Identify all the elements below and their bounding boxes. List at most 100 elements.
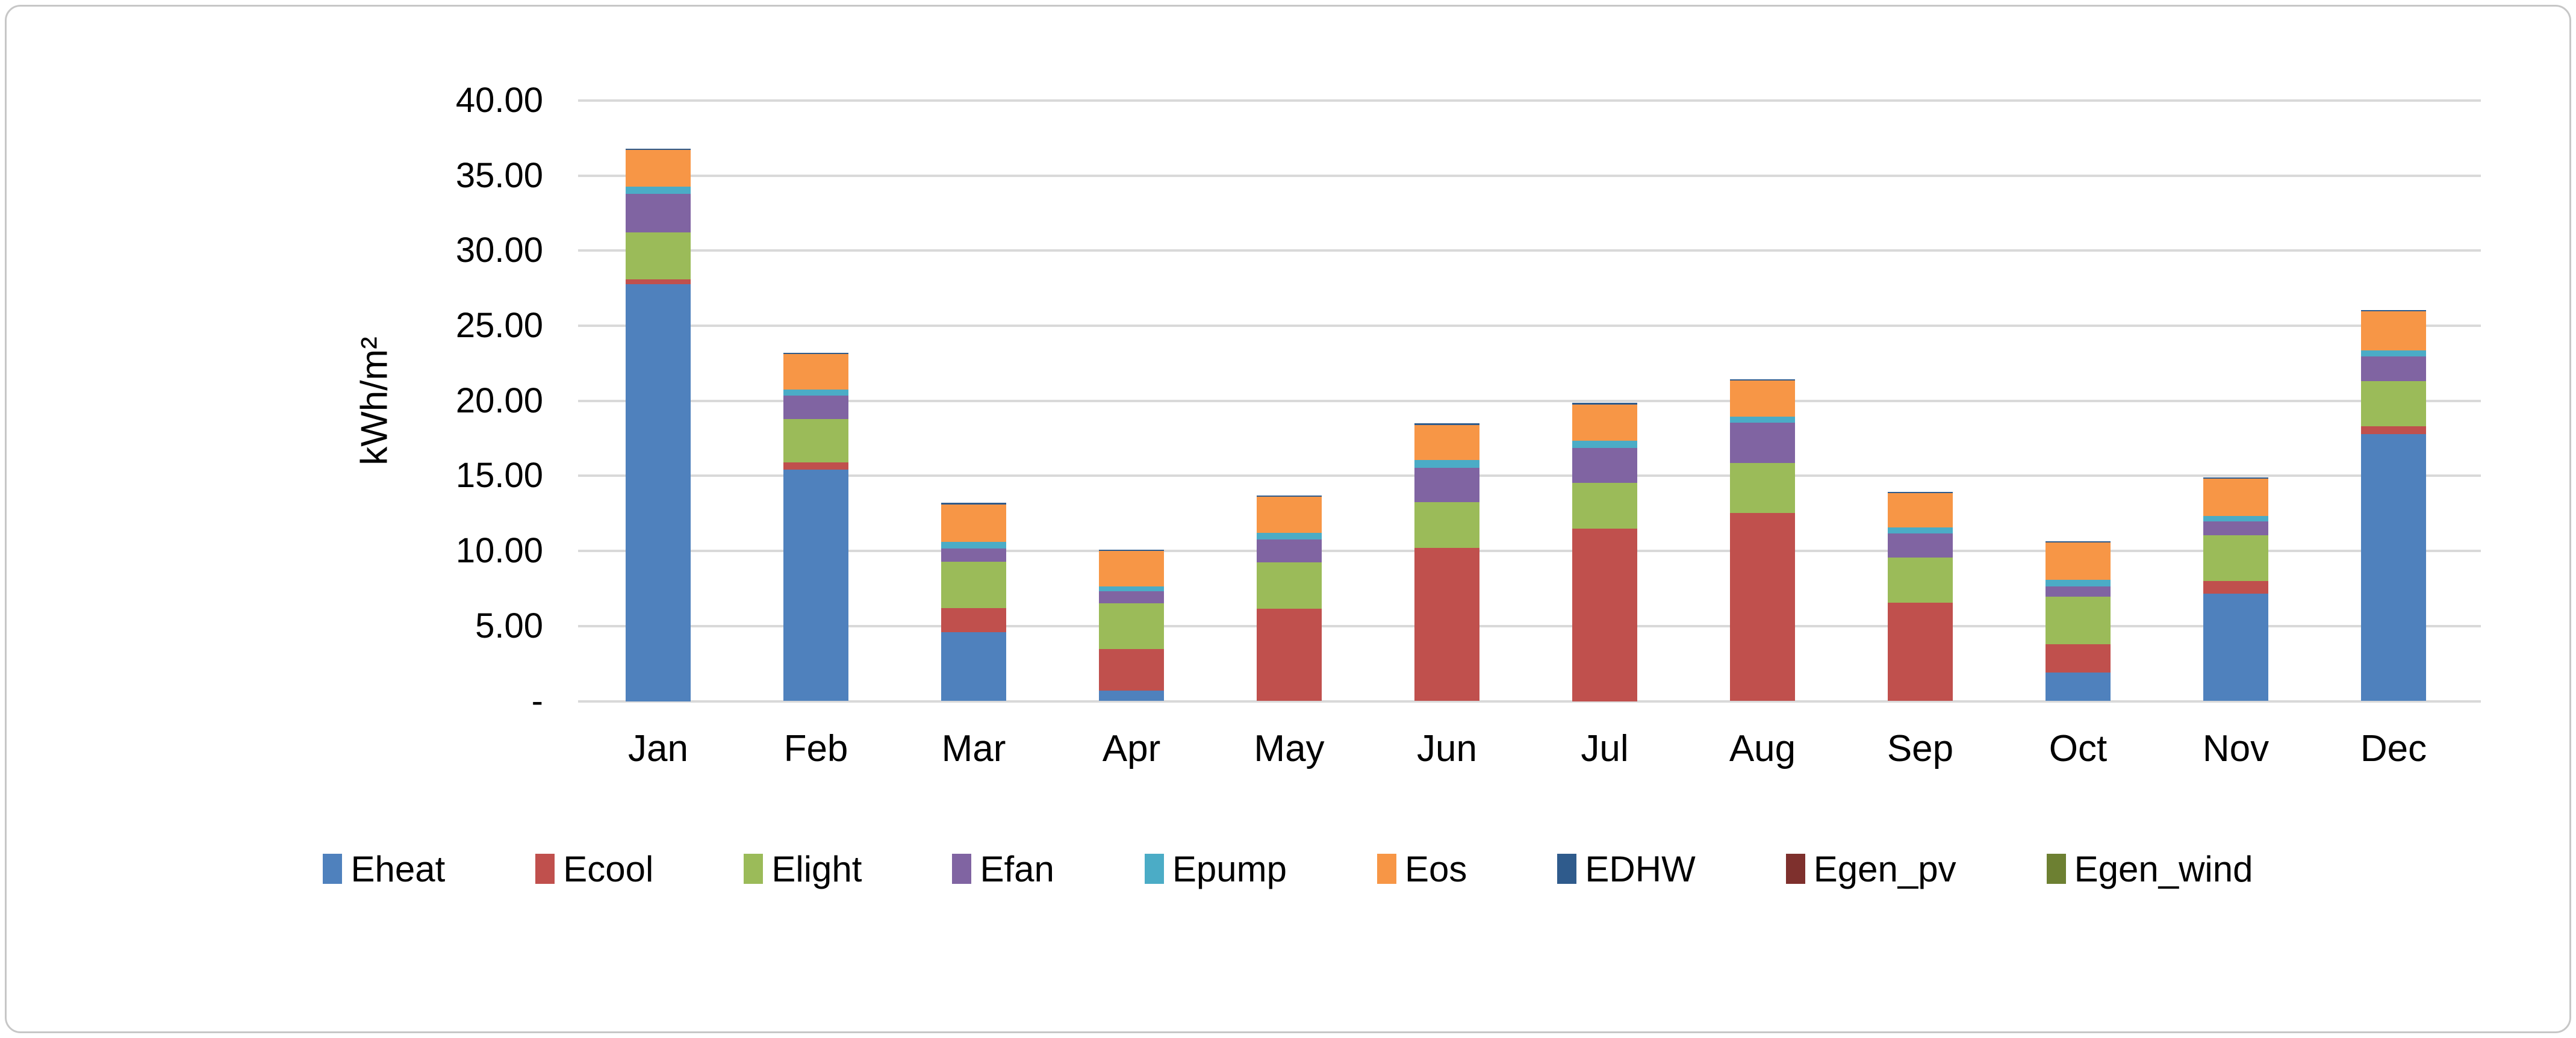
legend-item-elight: Elight	[744, 848, 862, 890]
legend-swatch-icon	[1144, 854, 1164, 884]
bar-may	[1257, 0, 1322, 701]
x-label-oct: Oct	[2049, 728, 2108, 769]
legend: Eheat Ecool Elight Efan Epump Eos EDHW Egen_pv E…	[0, 842, 2576, 896]
bar-segment-elight	[1730, 463, 1795, 513]
bar-segment-epump	[2046, 579, 2111, 586]
y-tick-label: 35.00	[455, 155, 543, 195]
y-tick-label: 20.00	[455, 381, 543, 420]
bar-segment-eos	[1414, 424, 1479, 461]
bar-segment-elight	[2046, 597, 2111, 644]
bar-jan	[626, 0, 691, 701]
y-tick-label: 40.00	[455, 81, 543, 120]
bar-segment-eos	[783, 354, 848, 390]
legend-label: EDHW	[1585, 848, 1696, 889]
bar-segment-ecool	[2203, 581, 2268, 594]
bar-segment-elight	[783, 418, 848, 462]
legend-label: Egen_pv	[1813, 848, 1956, 889]
legend-swatch-icon	[1557, 854, 1577, 884]
x-label-aug: Aug	[1729, 728, 1796, 769]
bar-segment-edhw	[2203, 477, 2268, 479]
bar-apr	[1099, 0, 1164, 701]
bar-segment-epump	[1414, 460, 1479, 468]
bar-segment-edhw	[626, 148, 691, 151]
x-label-may: May	[1254, 728, 1325, 769]
bar-segment-ecool	[1257, 609, 1322, 701]
y-axis-title: kWh/m²	[353, 337, 396, 465]
bar-segment-efan	[783, 396, 848, 419]
bar-segment-ecool	[1730, 512, 1795, 701]
bar-segment-epump	[941, 542, 1006, 549]
bar-segment-ecool	[1572, 528, 1637, 701]
bar-segment-edhw	[1414, 423, 1479, 425]
bar-segment-epump	[1888, 527, 1953, 534]
x-label-mar: Mar	[941, 728, 1006, 769]
legend-swatch-icon	[2046, 854, 2066, 884]
legend-swatch-icon	[323, 854, 343, 884]
bar-segment-edhw	[1572, 403, 1637, 405]
bar-segment-eos	[1099, 551, 1164, 586]
bar-segment-eheat	[2361, 434, 2426, 701]
bar-segment-efan	[1257, 539, 1322, 562]
legend-item-epump: Epump	[1144, 848, 1287, 890]
bar-segment-elight	[1099, 603, 1164, 650]
y-tick-label: 15.00	[455, 456, 543, 496]
x-label-jun: Jun	[1417, 728, 1477, 769]
bar-segment-efan	[1572, 448, 1637, 483]
x-axis-line	[578, 700, 2481, 703]
legend-swatch-icon	[952, 854, 972, 884]
bar-sep	[1888, 0, 1953, 701]
legend-item-egen_pv: Egen_pv	[1785, 848, 1956, 890]
bar-segment-epump	[1730, 416, 1795, 423]
bar-segment-efan	[2361, 356, 2426, 382]
bar-segment-ecool	[1099, 649, 1164, 691]
legend-label: Eheat	[350, 848, 446, 889]
bar-segment-elight	[1414, 502, 1479, 549]
bar-segment-eos	[1257, 497, 1322, 533]
bar-segment-epump	[1572, 440, 1637, 449]
gridline	[578, 249, 2481, 252]
legend-swatch-icon	[1785, 854, 1805, 884]
bar-jun	[1414, 0, 1479, 701]
bar-segment-epump	[1099, 586, 1164, 592]
bar-segment-ecool	[1414, 548, 1479, 701]
bar-aug	[1730, 0, 1795, 701]
bar-segment-ecool	[2046, 644, 2111, 673]
bar-oct	[2046, 0, 2111, 701]
legend-swatch-icon	[744, 854, 764, 884]
bar-segment-epump	[2203, 515, 2268, 522]
bar-segment-eos	[626, 150, 691, 187]
bar-segment-efan	[1414, 467, 1479, 503]
bar-segment-elight	[626, 232, 691, 279]
bar-segment-epump	[2361, 350, 2426, 357]
bar-segment-efan	[1099, 591, 1164, 604]
bar-segment-eheat	[941, 632, 1006, 701]
bar-segment-ecool	[2361, 426, 2426, 434]
legend-label: Elight	[771, 848, 862, 889]
bar-segment-efan	[1730, 422, 1795, 464]
bar-segment-efan	[2046, 586, 2111, 597]
bar-segment-ecool	[941, 608, 1006, 632]
bar-segment-efan	[2203, 521, 2268, 535]
bar-segment-ecool	[783, 462, 848, 470]
bar-segment-edhw	[1888, 491, 1953, 494]
bar-nov	[2203, 0, 2268, 701]
bar-segment-elight	[2361, 381, 2426, 427]
bar-segment-epump	[783, 390, 848, 396]
bar-segment-edhw	[1730, 379, 1795, 381]
y-tick-label: 25.00	[455, 306, 543, 346]
bar-segment-efan	[626, 193, 691, 233]
gridline	[578, 325, 2481, 328]
bar-jul	[1572, 0, 1637, 701]
gridline	[578, 474, 2481, 477]
bar-segment-eos	[1888, 493, 1953, 528]
bar-segment-elight	[2203, 535, 2268, 581]
bar-segment-eos	[2046, 542, 2111, 580]
bar-segment-efan	[1888, 533, 1953, 558]
legend-item-ecool: Ecool	[535, 848, 653, 890]
bar-segment-eos	[2203, 479, 2268, 516]
x-label-sep: Sep	[1887, 728, 1954, 769]
bar-segment-efan	[941, 549, 1006, 562]
legend-item-efan: Efan	[952, 848, 1054, 890]
bar-mar	[941, 0, 1006, 701]
